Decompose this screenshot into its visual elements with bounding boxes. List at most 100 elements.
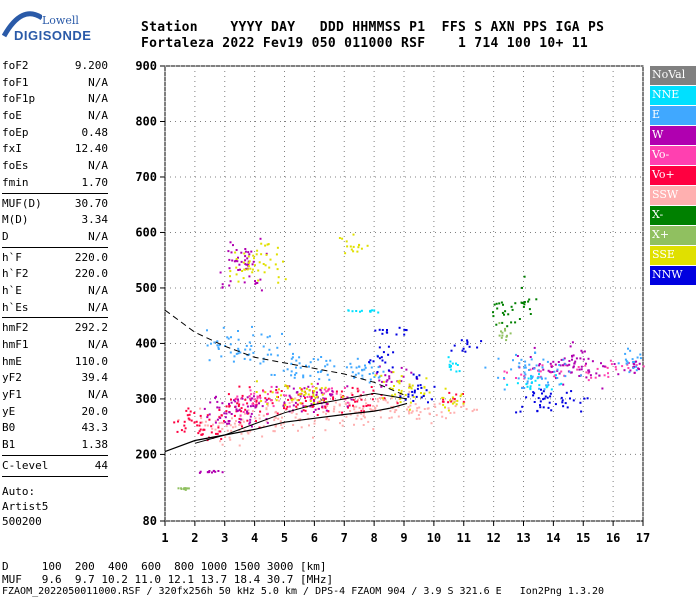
echo-point xyxy=(355,405,358,408)
echo-point xyxy=(225,410,228,413)
echo-point xyxy=(216,418,219,421)
echo-point xyxy=(295,366,297,369)
echo-point xyxy=(632,367,635,369)
echo-point xyxy=(355,366,358,369)
echo-point xyxy=(177,420,179,423)
echo-point xyxy=(543,397,546,400)
echo-point xyxy=(384,399,387,402)
echo-point xyxy=(339,422,341,425)
echo-point xyxy=(411,384,414,387)
echo-point xyxy=(221,283,224,286)
echo-point xyxy=(445,417,447,420)
echo-point xyxy=(501,321,504,324)
echo-point xyxy=(409,404,412,407)
echo-point xyxy=(241,425,243,428)
echo-point xyxy=(312,411,315,413)
echo-point xyxy=(638,362,641,365)
echo-point xyxy=(371,409,374,412)
echo-point xyxy=(448,363,451,366)
echo-point xyxy=(348,402,351,405)
echo-point xyxy=(561,401,564,404)
echo-point xyxy=(250,425,253,428)
echo-point xyxy=(344,398,347,401)
echo-point xyxy=(216,432,219,435)
echo-point xyxy=(228,402,230,405)
echo-point xyxy=(323,388,326,391)
echo-point xyxy=(199,470,202,473)
echo-point xyxy=(500,301,503,304)
echo-point xyxy=(395,409,398,412)
echo-point xyxy=(272,405,275,408)
echo-point xyxy=(248,353,251,356)
echo-point xyxy=(613,363,616,365)
echo-point xyxy=(239,421,242,424)
echo-point xyxy=(246,257,249,260)
echo-point xyxy=(229,438,232,441)
echo-point xyxy=(416,387,419,390)
echo-point xyxy=(539,404,541,407)
echo-point xyxy=(626,363,629,366)
echo-point xyxy=(506,334,508,337)
echo-point xyxy=(229,343,232,346)
echo-point xyxy=(196,424,199,427)
echo-point xyxy=(237,400,240,403)
echo-point xyxy=(603,374,606,377)
echo-point xyxy=(235,408,238,411)
echo-point xyxy=(269,399,272,402)
y-tick-label: 80 xyxy=(143,514,157,528)
echo-point xyxy=(377,311,380,314)
echo-point xyxy=(229,270,232,273)
echo-point xyxy=(224,436,227,438)
echo-point xyxy=(187,487,190,490)
echo-point xyxy=(280,394,282,397)
echo-point xyxy=(242,277,245,280)
echo-point xyxy=(249,415,252,418)
echo-point xyxy=(288,402,291,404)
echo-point xyxy=(391,387,394,390)
echo-point xyxy=(447,356,450,359)
echo-point xyxy=(365,405,368,407)
echo-point xyxy=(350,398,353,401)
echo-point xyxy=(244,248,247,250)
param-value: 12.40 xyxy=(74,142,108,156)
echo-point xyxy=(386,329,388,331)
echo-point xyxy=(284,384,287,387)
echo-point xyxy=(214,421,217,424)
echo-point xyxy=(372,389,375,392)
legend-entry: W xyxy=(650,126,696,145)
echo-point xyxy=(237,352,240,355)
echo-point xyxy=(570,371,573,374)
echo-point xyxy=(214,470,217,473)
echo-point xyxy=(415,395,418,398)
echo-point xyxy=(349,245,352,248)
echo-point xyxy=(274,411,277,414)
param-name: D xyxy=(2,229,9,243)
echo-point xyxy=(354,373,357,376)
legend-entry: Vo- xyxy=(650,146,696,165)
param-row: h`F2 220.0 xyxy=(2,266,108,283)
echo-point xyxy=(183,424,186,427)
echo-point xyxy=(282,394,285,397)
echo-point xyxy=(264,391,267,394)
echo-point xyxy=(281,332,283,335)
echo-point xyxy=(406,408,408,411)
echo-point xyxy=(625,360,628,363)
echo-point xyxy=(244,412,246,415)
echo-point xyxy=(353,423,355,426)
param-row: D N/A xyxy=(2,229,108,246)
echo-point xyxy=(586,397,589,400)
echo-point xyxy=(535,364,538,367)
echo-point xyxy=(209,401,212,404)
echo-point xyxy=(512,359,514,362)
echo-point xyxy=(539,406,542,409)
echo-point xyxy=(352,233,355,236)
echo-point xyxy=(206,416,209,419)
echo-point xyxy=(291,410,294,413)
echo-point xyxy=(283,407,285,410)
echo-point xyxy=(235,266,238,269)
param-name: hmF1 xyxy=(2,338,29,351)
echo-point xyxy=(235,397,238,400)
echo-point xyxy=(314,396,317,399)
echo-point xyxy=(247,261,250,264)
echo-point xyxy=(266,336,269,339)
